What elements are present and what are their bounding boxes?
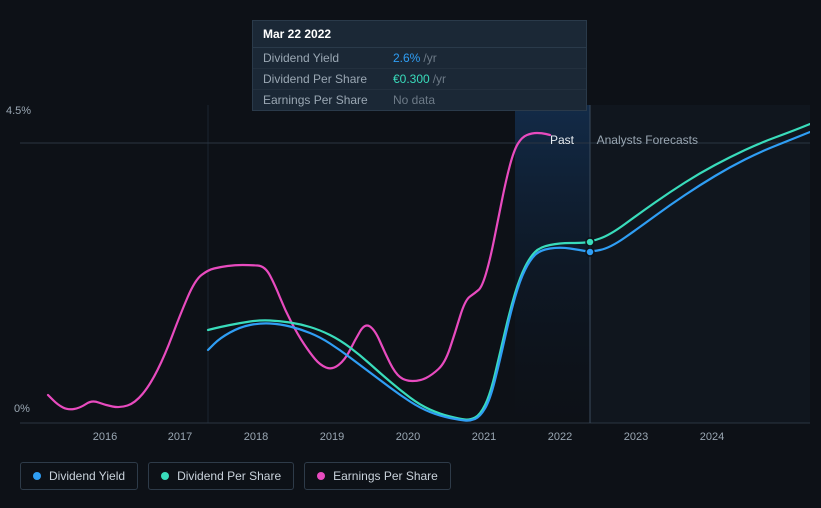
tooltip-row: Dividend Per Share€0.300/yr xyxy=(253,69,586,90)
tooltip-date: Mar 22 2022 xyxy=(253,21,586,48)
legend-dot xyxy=(33,472,41,480)
legend-label: Dividend Per Share xyxy=(177,469,281,483)
legend-label: Earnings Per Share xyxy=(333,469,438,483)
x-axis-label: 2018 xyxy=(244,431,268,443)
x-axis-label: 2017 xyxy=(168,431,192,443)
x-axis-label: 2016 xyxy=(93,431,117,443)
legend-item[interactable]: Earnings Per Share xyxy=(304,462,451,490)
tooltip-row: Dividend Yield2.6%/yr xyxy=(253,48,586,69)
region-label-past: Past xyxy=(550,133,574,147)
x-axis-label: 2022 xyxy=(548,431,572,443)
chart-legend: Dividend Yield Dividend Per Share Earnings… xyxy=(20,462,451,490)
tooltip-row-value: No data xyxy=(393,93,435,107)
tooltip-row-label: Earnings Per Share xyxy=(263,93,393,107)
y-axis-max: 4.5% xyxy=(6,105,31,117)
x-axis-label: 2019 xyxy=(320,431,344,443)
tooltip-row-value: 2.6% xyxy=(393,51,420,65)
legend-item[interactable]: Dividend Yield xyxy=(20,462,138,490)
tooltip-row-unit: /yr xyxy=(433,72,446,86)
dividend-chart: 4.5% 0% 20162017201820192020202120222023… xyxy=(20,105,810,425)
legend-dot xyxy=(161,472,169,480)
tooltip-row-label: Dividend Per Share xyxy=(263,72,393,86)
tooltip-row-label: Dividend Yield xyxy=(263,51,393,65)
region-label-forecast: Analysts Forecasts xyxy=(597,133,698,147)
x-axis-label: 2023 xyxy=(624,431,648,443)
x-axis-label: 2024 xyxy=(700,431,724,443)
legend-label: Dividend Yield xyxy=(49,469,125,483)
tooltip-row-value: €0.300 xyxy=(393,72,430,86)
y-axis-min: 0% xyxy=(14,403,30,415)
chart-svg xyxy=(20,105,810,450)
legend-item[interactable]: Dividend Per Share xyxy=(148,462,294,490)
tooltip-row-unit: /yr xyxy=(423,51,436,65)
chart-tooltip: Mar 22 2022 Dividend Yield2.6%/yrDividen… xyxy=(252,20,587,111)
x-axis-label: 2020 xyxy=(396,431,420,443)
legend-dot xyxy=(317,472,325,480)
x-axis-label: 2021 xyxy=(472,431,496,443)
tooltip-row: Earnings Per ShareNo data xyxy=(253,90,586,110)
